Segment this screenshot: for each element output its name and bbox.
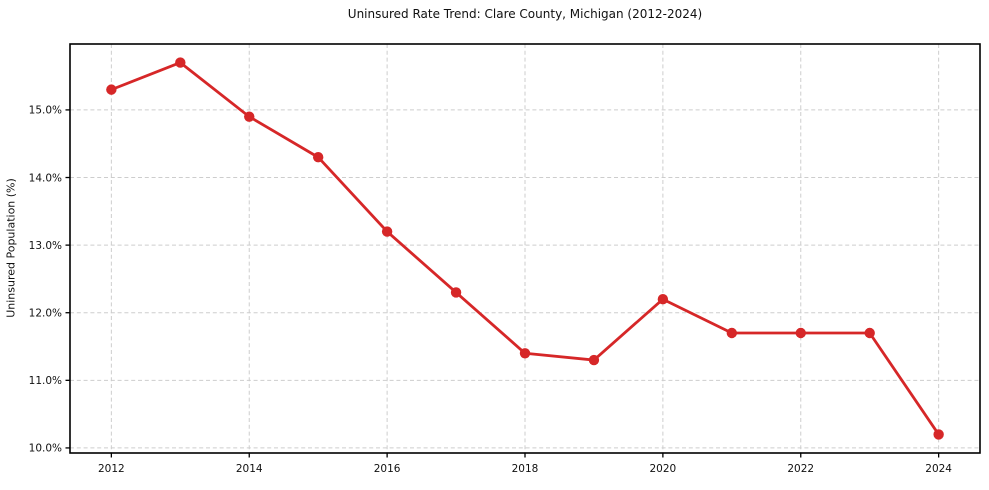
data-point-marker	[933, 429, 944, 440]
y-tick-label: 10.0%	[29, 443, 62, 455]
data-point-marker	[312, 152, 324, 163]
data-point-marker	[244, 111, 255, 122]
x-tick-label: 2020	[650, 463, 677, 475]
y-tick-label: 11.0%	[29, 375, 62, 387]
chart-title: Uninsured Rate Trend: Clare County, Mich…	[347, 7, 703, 21]
y-tick-label: 12.0%	[29, 308, 62, 320]
y-tick-label: 15.0%	[29, 105, 62, 117]
data-point-marker	[106, 84, 117, 95]
y-axis-label: Uninsured Population (%)	[4, 178, 18, 318]
data-point-marker	[450, 287, 462, 298]
data-point-marker	[381, 226, 393, 237]
x-tick-label: 2012	[98, 463, 125, 475]
data-point-marker	[588, 354, 600, 366]
data-point-marker	[864, 327, 875, 339]
x-tick-label: 2018	[512, 463, 539, 475]
x-tick-label: 2022	[787, 463, 814, 475]
x-tick-label: 2024	[925, 463, 952, 475]
y-tick-label: 13.0%	[29, 240, 62, 252]
x-tick-label: 2016	[374, 463, 401, 475]
data-point-marker	[726, 327, 738, 339]
data-point-marker	[175, 57, 186, 68]
data-point-marker	[519, 348, 531, 359]
x-tick-label: 2014	[236, 463, 263, 475]
y-tick-label: 14.0%	[29, 172, 62, 184]
data-point-marker	[657, 294, 669, 305]
data-point-marker	[795, 327, 806, 339]
